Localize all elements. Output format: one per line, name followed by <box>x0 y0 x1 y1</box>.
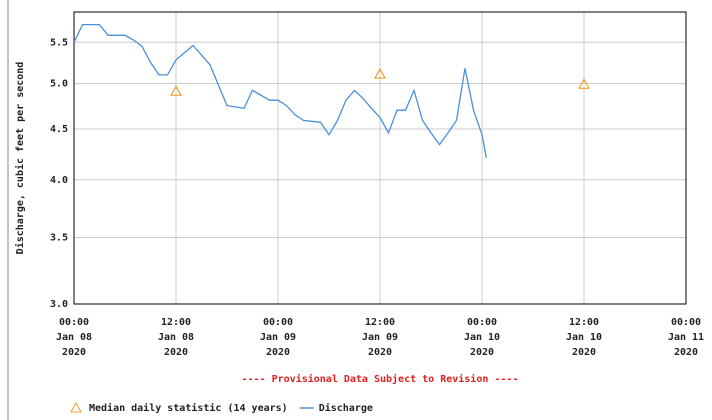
y-tick-label: 3.5 <box>50 232 68 243</box>
median-marker <box>169 85 183 96</box>
median-marker <box>373 67 387 79</box>
x-tick-label: 00:00 Jan 11 2020 <box>668 317 704 358</box>
x-tick-label: 12:00 Jan 08 2020 <box>158 317 194 358</box>
x-tick-label: 12:00 Jan 10 2020 <box>566 317 602 358</box>
y-tick-label: 4.0 <box>50 175 68 186</box>
plot-frame <box>73 11 687 305</box>
x-tick-label: 12:00 Jan 09 2020 <box>362 317 398 358</box>
legend-marker <box>70 401 82 413</box>
discharge-line <box>73 23 487 158</box>
y-tick-label: 3.0 <box>50 299 68 310</box>
x-tick-label: 00:00 Jan 09 2020 <box>260 317 296 358</box>
y-tick-label: 5.0 <box>50 78 68 89</box>
subtitle: ---- Provisional Data Subject to Revisio… <box>242 373 519 385</box>
y-axis-label: Discharge, cubic feet per second <box>14 62 26 255</box>
x-tick-label: 00:00 Jan 10 2020 <box>464 317 500 358</box>
median-marker <box>577 78 591 89</box>
y-tick-label: 5.5 <box>50 37 68 48</box>
x-tick-label: 00:00 Jan 08 2020 <box>56 317 92 358</box>
legend-label: Discharge <box>319 402 373 414</box>
y-tick-label: 4.5 <box>50 124 68 135</box>
legend-label: Median daily statistic (14 years) <box>89 402 288 414</box>
